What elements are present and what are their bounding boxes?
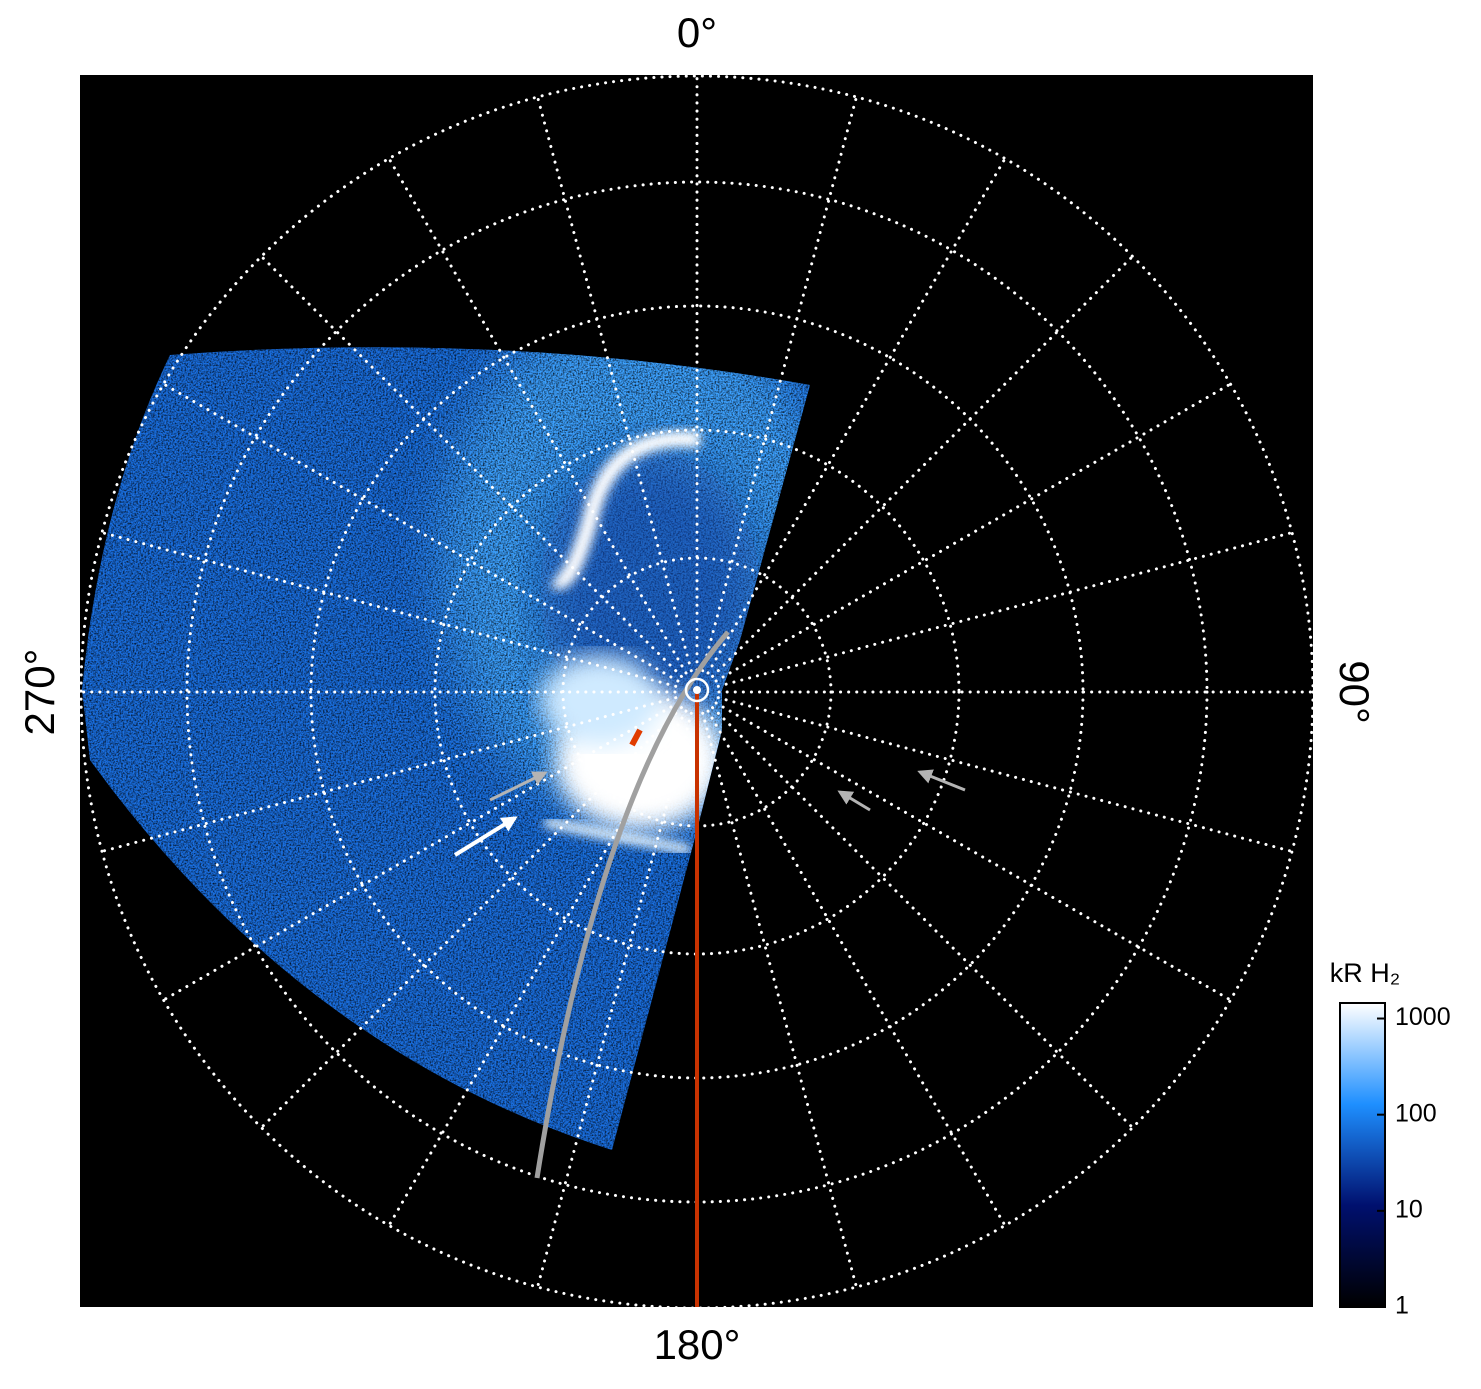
pole-marker (684, 677, 710, 703)
grid-spoke (706, 709, 1007, 1227)
grid-spoke (259, 254, 683, 678)
grid-ring (80, 75, 1313, 1307)
grid-spoke (714, 382, 1232, 683)
grid-spoke (711, 706, 1135, 1130)
grid-spoke (706, 157, 1007, 675)
grid-spoke (259, 706, 683, 1130)
colorbar-tick-label: 1 (1395, 1292, 1409, 1320)
angle-labels: 0° 90° 180° 270° (16, 9, 1378, 1368)
angle-label: 90° (1331, 660, 1378, 724)
pole-dot (693, 686, 701, 694)
trajectory-segment (629, 728, 643, 747)
grid-spoke (716, 531, 1294, 688)
grid-spoke (701, 95, 858, 673)
colorbar-scale (1339, 1002, 1386, 1308)
angle-label: 270° (16, 649, 63, 736)
grid-ring (433, 428, 961, 956)
colorbar-tick-label: 10 (1395, 1195, 1423, 1223)
colorbar-tick-label: 100 (1395, 1099, 1437, 1127)
grid-spoke (714, 701, 1232, 1002)
grid-spoke (716, 696, 1294, 853)
grid-spoke (711, 254, 1135, 678)
polar-grid (80, 75, 1313, 1307)
arrow (489, 771, 548, 802)
oval-spot (540, 655, 660, 745)
oval-arc (550, 431, 701, 590)
colorbar-label: kR H₂ (1330, 958, 1400, 988)
grid-spoke (162, 382, 680, 683)
arrow (453, 816, 518, 857)
grid-spoke (387, 709, 688, 1227)
grid-spoke (162, 701, 680, 1002)
grid-spoke (387, 157, 688, 675)
arrow (837, 790, 871, 812)
grid-spoke (100, 696, 678, 853)
arrow (917, 769, 966, 792)
grid-spoke (536, 711, 693, 1289)
angle-label: 180° (654, 1321, 741, 1368)
annotations (453, 630, 966, 1307)
grid-spoke (100, 531, 678, 688)
colorbar: kR H₂ 1 10 100 1000 (1330, 958, 1451, 1319)
colorbar-tick-label: 1000 (1395, 1003, 1451, 1031)
grid-spoke (536, 95, 693, 673)
oval-band (544, 817, 691, 855)
angle-label: 0° (677, 9, 717, 56)
grid-spoke (701, 711, 858, 1289)
